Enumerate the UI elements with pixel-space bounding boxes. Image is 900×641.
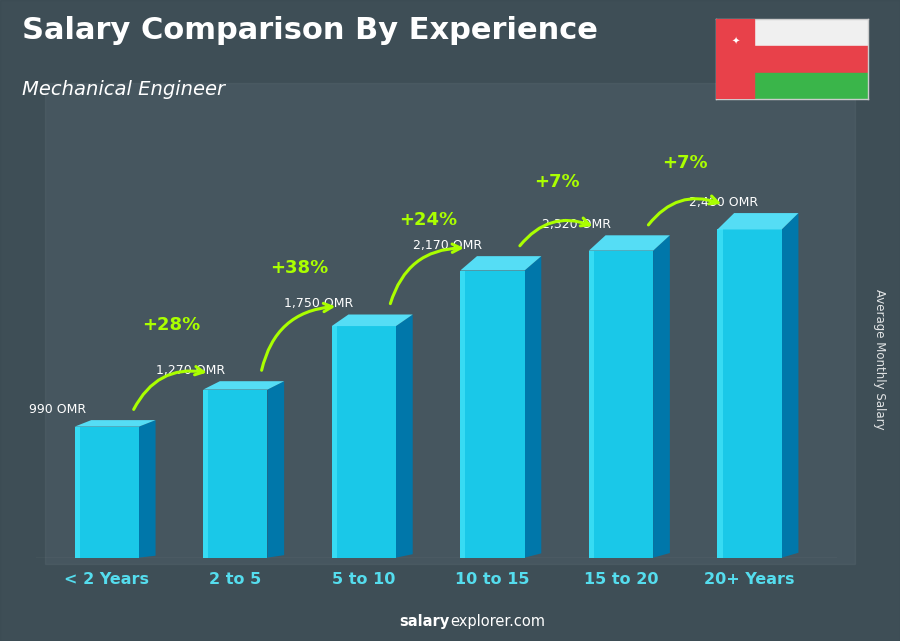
Polygon shape xyxy=(589,235,670,251)
Polygon shape xyxy=(782,213,798,558)
Polygon shape xyxy=(396,315,413,558)
Bar xyxy=(716,19,754,99)
Text: +7%: +7% xyxy=(534,172,580,190)
Text: explorer.com: explorer.com xyxy=(450,615,545,629)
Text: +24%: +24% xyxy=(399,212,457,229)
Polygon shape xyxy=(717,213,798,229)
Bar xyxy=(332,326,396,558)
Bar xyxy=(716,46,868,72)
Text: Average Monthly Salary: Average Monthly Salary xyxy=(873,288,886,429)
Polygon shape xyxy=(75,420,156,427)
Text: 1,750 OMR: 1,750 OMR xyxy=(284,297,354,310)
Text: 2,170 OMR: 2,170 OMR xyxy=(413,239,482,252)
Bar xyxy=(716,72,868,99)
Polygon shape xyxy=(267,381,284,558)
Polygon shape xyxy=(75,427,80,558)
Polygon shape xyxy=(460,256,541,271)
Polygon shape xyxy=(139,420,156,558)
Text: +28%: +28% xyxy=(142,316,200,334)
Polygon shape xyxy=(525,256,541,558)
Text: Mechanical Engineer: Mechanical Engineer xyxy=(22,80,226,99)
Text: ✦: ✦ xyxy=(731,37,740,47)
Bar xyxy=(45,83,855,564)
Bar xyxy=(203,390,267,558)
Polygon shape xyxy=(332,326,337,558)
Bar xyxy=(75,427,139,558)
Text: Salary Comparison By Experience: Salary Comparison By Experience xyxy=(22,16,598,45)
Polygon shape xyxy=(460,271,465,558)
Polygon shape xyxy=(589,251,594,558)
Text: +7%: +7% xyxy=(662,154,708,172)
Polygon shape xyxy=(717,229,723,558)
Bar xyxy=(460,271,525,558)
Bar xyxy=(716,19,868,46)
Text: 1,270 OMR: 1,270 OMR xyxy=(156,364,225,377)
Bar xyxy=(717,229,782,558)
Polygon shape xyxy=(203,390,208,558)
Text: salary: salary xyxy=(400,615,450,629)
Polygon shape xyxy=(653,235,670,558)
Polygon shape xyxy=(332,315,413,326)
Bar xyxy=(589,251,653,558)
Text: +38%: +38% xyxy=(270,259,328,277)
Text: 2,480 OMR: 2,480 OMR xyxy=(689,196,759,209)
Polygon shape xyxy=(203,381,284,390)
Text: 2,320 OMR: 2,320 OMR xyxy=(542,218,610,231)
Text: 990 OMR: 990 OMR xyxy=(30,403,86,416)
